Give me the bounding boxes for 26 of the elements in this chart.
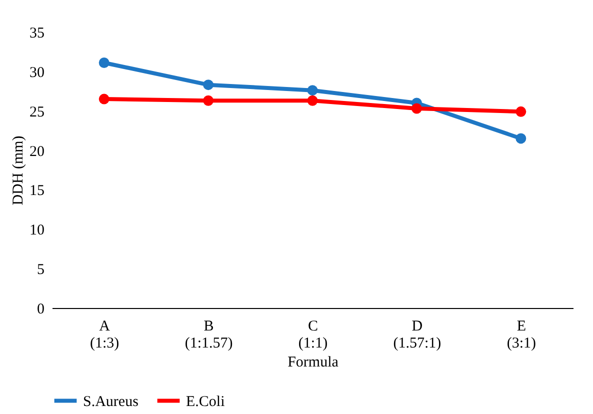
y-tick-label: 15 <box>30 183 44 200</box>
y-tick-label: 5 <box>37 262 44 278</box>
x-tick-label: B (1:1.57) <box>184 318 233 352</box>
point <box>516 133 526 144</box>
y-tick-label: 20 <box>30 144 44 160</box>
y-tick-label: 30 <box>30 64 44 81</box>
legend-label: S.Aureus <box>83 394 139 410</box>
y-tick-label: 35 <box>30 26 44 42</box>
y-tick-label: 10 <box>30 222 44 239</box>
point <box>307 95 318 106</box>
point <box>98 94 110 104</box>
y-tick-label: 0 <box>37 302 44 318</box>
point <box>203 80 214 90</box>
point <box>516 106 526 117</box>
point <box>98 58 110 68</box>
legend-label: E.Coli <box>186 394 225 410</box>
point <box>411 103 422 114</box>
x-tick-label: E (3:1) <box>506 318 536 352</box>
x-tick-label: A (1:3) <box>90 318 120 352</box>
y-tick-label: 25 <box>30 104 44 120</box>
y-axis-title: DDH (mm) <box>10 136 26 206</box>
x-tick-label: D (1.57:1) <box>393 318 442 352</box>
x-axis-title: Formula <box>288 354 339 370</box>
point <box>307 85 318 96</box>
x-tick-label: C (1:1) <box>298 318 328 352</box>
point <box>203 95 214 106</box>
